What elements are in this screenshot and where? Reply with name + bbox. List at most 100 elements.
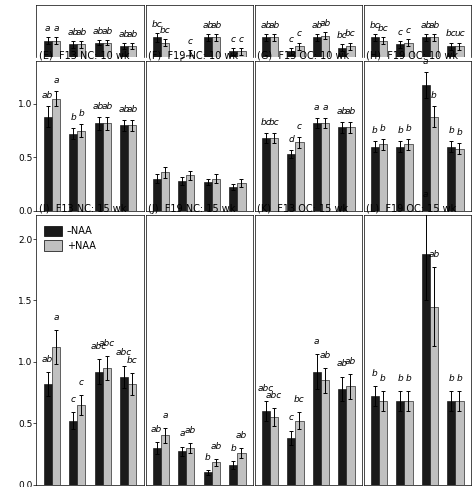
Bar [346, 128, 355, 211]
Text: c: c [297, 29, 302, 38]
Text: ab: ab [345, 107, 356, 116]
Legend: –NAA, +NAA: –NAA, +NAA [44, 225, 97, 252]
Bar [103, 368, 111, 485]
Bar [44, 117, 52, 211]
Bar [77, 405, 85, 485]
Text: ab: ab [210, 442, 221, 450]
Bar [371, 37, 379, 114]
Text: (I)  F13 NC: 15 wk: (I) F13 NC: 15 wk [39, 204, 126, 214]
Text: ab: ab [118, 105, 130, 114]
Text: abc: abc [258, 384, 274, 393]
Text: ab: ab [345, 357, 356, 366]
Bar [77, 44, 85, 114]
Bar [69, 134, 77, 211]
Text: b: b [448, 126, 454, 135]
Bar [338, 128, 346, 211]
Text: bc: bc [378, 24, 388, 33]
Bar [379, 401, 387, 485]
Bar [262, 37, 270, 114]
Text: b: b [431, 91, 437, 100]
Bar [321, 123, 329, 211]
Bar [153, 179, 161, 211]
Bar [95, 372, 103, 485]
Text: c: c [79, 378, 84, 387]
Bar [212, 37, 220, 114]
Text: b: b [406, 374, 411, 383]
Text: (G)  F13 OC: 10 wk: (G) F13 OC: 10 wk [257, 51, 349, 60]
Text: a: a [162, 411, 168, 420]
Bar [161, 42, 169, 114]
Text: c: c [180, 56, 185, 64]
Bar [95, 123, 103, 211]
Bar [120, 125, 128, 211]
Bar [237, 51, 246, 114]
Text: c: c [289, 413, 294, 422]
Text: a: a [314, 103, 319, 112]
Text: bc: bc [337, 31, 347, 40]
Text: b: b [448, 374, 454, 383]
Bar [120, 376, 128, 485]
Bar [44, 41, 52, 114]
Bar [447, 147, 456, 211]
Text: (L)  F19 OC: 15 wk: (L) F19 OC: 15 wk [366, 204, 456, 214]
Text: ab: ab [420, 20, 431, 30]
Bar [95, 42, 103, 114]
Bar [379, 41, 387, 114]
Text: ab: ab [428, 20, 439, 30]
Text: (E)  F13 NC: 10 wk: (E) F13 NC: 10 wk [39, 51, 129, 60]
Text: ab: ab [337, 107, 348, 116]
Bar [270, 138, 278, 211]
Bar [338, 389, 346, 485]
Bar [430, 307, 438, 485]
Bar [52, 347, 60, 485]
Bar [237, 183, 246, 211]
Text: b: b [372, 369, 378, 378]
Text: b: b [380, 124, 386, 133]
Text: abc: abc [266, 392, 282, 400]
Text: abc: abc [116, 348, 132, 357]
Text: bc: bc [160, 26, 170, 35]
Bar [379, 145, 387, 211]
Bar [229, 465, 237, 485]
Bar [212, 179, 220, 211]
Text: ab: ab [101, 27, 112, 36]
Bar [270, 37, 278, 114]
Text: b: b [79, 109, 84, 118]
Text: d: d [288, 135, 294, 144]
Text: ab: ab [236, 431, 247, 440]
Bar [153, 37, 161, 114]
Bar [186, 448, 194, 485]
Text: (F)  F19 NC: 10 wk: (F) F19 NC: 10 wk [148, 51, 237, 60]
Bar [287, 51, 295, 114]
Bar [456, 149, 464, 211]
Text: uc: uc [454, 29, 465, 38]
Bar [295, 142, 303, 211]
Bar [287, 154, 295, 211]
Text: b: b [372, 126, 378, 135]
Bar [44, 384, 52, 485]
Text: b: b [230, 444, 236, 453]
Text: a: a [423, 57, 428, 66]
Bar [204, 182, 212, 211]
Bar [270, 417, 278, 485]
Text: bc: bc [269, 118, 279, 127]
Text: a: a [53, 313, 59, 322]
Bar [456, 46, 464, 114]
Bar [313, 372, 321, 485]
Bar [52, 98, 60, 211]
Text: c: c [71, 395, 76, 404]
Text: ab: ab [185, 426, 196, 435]
Bar [404, 145, 412, 211]
Text: b: b [397, 374, 403, 383]
Text: abc: abc [91, 342, 107, 351]
Text: ab: ab [93, 27, 104, 36]
Text: ab: ab [68, 28, 79, 37]
Text: b: b [456, 374, 462, 383]
Bar [430, 117, 438, 211]
Bar [153, 448, 161, 485]
Bar [229, 51, 237, 114]
Text: (H)  F19 OC: 10 wk: (H) F19 OC: 10 wk [366, 51, 458, 60]
Bar [186, 55, 194, 114]
Bar [120, 46, 128, 114]
Bar [338, 48, 346, 114]
